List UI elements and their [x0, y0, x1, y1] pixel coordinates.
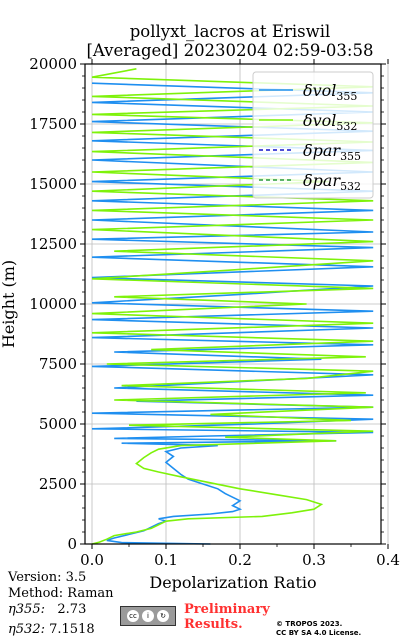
- series-layer: [91, 68, 374, 545]
- eta355-value: 2.73: [57, 602, 87, 617]
- preliminary-notice: Preliminary Results.: [184, 602, 270, 632]
- x-axis-label: Depolarization Ratio: [149, 573, 316, 592]
- eta355-label: η355:: [8, 602, 45, 617]
- x-tick-label: 0.0: [80, 551, 104, 569]
- preliminary-line1: Preliminary: [184, 602, 270, 617]
- legend: δvol355 δvol532 δpar355 δpar532: [252, 71, 374, 199]
- preliminary-line2: Results.: [184, 617, 243, 632]
- chart-title-line2: [Averaged] 20230204 02:59-03:58: [86, 41, 374, 60]
- y-tick-label: 20000: [29, 55, 77, 73]
- eta532-value: 7.1518: [49, 622, 95, 637]
- y-tick-label: 0: [67, 535, 77, 553]
- cc-license-badge: cc i ↻: [120, 606, 176, 626]
- chart-title-line1: pollyxt_lacros at Eriswil: [129, 22, 331, 41]
- x-tick-label: 0.1: [154, 551, 178, 569]
- eta532-row: η532: 7.1518: [8, 622, 95, 638]
- y-tick-label: 12500: [29, 235, 77, 253]
- y-axis-label: Height (m): [0, 260, 18, 348]
- y-tick-label: 10000: [29, 295, 77, 313]
- x-tick-label: 0.4: [376, 551, 400, 569]
- sa-icon: ↻: [157, 610, 169, 622]
- method-text: Method: Raman: [8, 586, 114, 601]
- y-tick-label: 7500: [39, 355, 77, 373]
- version-text: Version: 3.5: [8, 570, 87, 585]
- series-line-vol532: [91, 68, 374, 545]
- cc-icon: cc: [127, 610, 139, 622]
- legend-label-par355: δpar355: [303, 141, 361, 163]
- x-tick-label: 0.2: [228, 551, 252, 569]
- tropos-license: © TROPOS 2023. CC BY SA 4.0 License.: [276, 620, 361, 638]
- legend-box: [252, 71, 374, 199]
- axis-ticks: 0.0 0.1 0.2 0.3 0.4 0 2500 5000 7500 10000 12500 15…: [29, 55, 400, 569]
- y-tick-label: 15000: [29, 175, 77, 193]
- y-tick-label: 17500: [29, 115, 77, 133]
- y-tick-label: 5000: [39, 415, 77, 433]
- legend-label-vol355: δvol355: [303, 81, 357, 103]
- x-tick-label: 0.3: [302, 551, 326, 569]
- legend-label-par532: δpar532: [303, 171, 361, 193]
- by-icon: i: [142, 610, 154, 622]
- eta355-row: η355: 2.73: [8, 602, 86, 618]
- tropos-line1: © TROPOS 2023.: [276, 620, 343, 628]
- eta532-label: η532:: [8, 622, 45, 637]
- y-tick-label: 2500: [39, 475, 77, 493]
- tropos-line2: CC BY SA 4.0 License.: [276, 629, 362, 637]
- legend-label-vol532: δvol532: [303, 111, 357, 133]
